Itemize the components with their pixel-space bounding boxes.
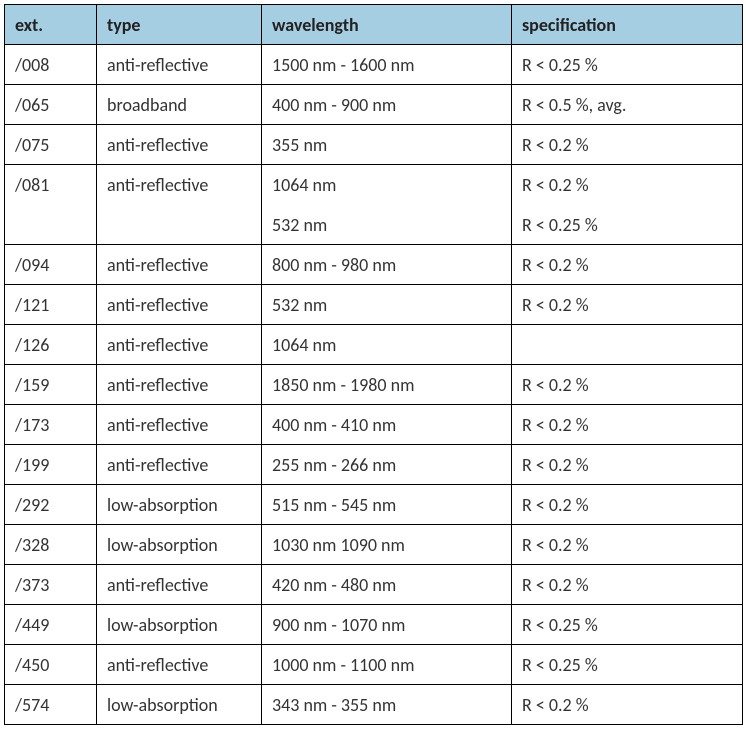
cell-wavelength: 355 nm xyxy=(262,125,512,165)
cell-type: anti-reflective xyxy=(97,325,262,365)
cell-wavelength: 800 nm - 980 nm xyxy=(262,245,512,285)
cell-ext: /121 xyxy=(5,285,97,325)
cell-wavelength: 400 nm - 410 nm xyxy=(262,405,512,445)
cell-wavelength: 1000 nm - 1100 nm xyxy=(262,645,512,685)
table-row: /008anti-reflective1500 nm - 1600 nmR < … xyxy=(5,45,743,85)
cell-ext: /373 xyxy=(5,565,97,605)
cell-spec xyxy=(512,325,743,365)
table-row: /094anti-reflective800 nm - 980 nmR < 0.… xyxy=(5,245,743,285)
col-header-spec: specification xyxy=(512,5,743,45)
table-row: /126anti-reflective1064 nm xyxy=(5,325,743,365)
cell-spec: R < 0.5 %, avg. xyxy=(512,85,743,125)
table-row: /292low-absorption515 nm - 545 nmR < 0.2… xyxy=(5,485,743,525)
table-row: /081anti-reflective1064 nmR < 0.2 % xyxy=(5,165,743,205)
cell-type: low-absorption xyxy=(97,525,262,565)
cell-spec: R < 0.2 % xyxy=(512,525,743,565)
cell-wavelength: 420 nm - 480 nm xyxy=(262,565,512,605)
table-row: /574low-absorption343 nm - 355 nmR < 0.2… xyxy=(5,685,743,725)
cell-wavelength: 1064 nm xyxy=(262,325,512,365)
cell-spec: R < 0.2 % xyxy=(512,565,743,605)
cell-ext: /574 xyxy=(5,685,97,725)
cell-wavelength: 1030 nm 1090 nm xyxy=(262,525,512,565)
cell-ext: /075 xyxy=(5,125,97,165)
cell-type: anti-reflective xyxy=(97,125,262,165)
cell-wavelength: 1500 nm - 1600 nm xyxy=(262,45,512,85)
col-header-wavelength: wavelength xyxy=(262,5,512,45)
cell-spec: R < 0.2 % xyxy=(512,165,743,205)
cell-type: anti-reflective xyxy=(97,365,262,405)
cell-wavelength: 343 nm - 355 nm xyxy=(262,685,512,725)
cell-ext: /126 xyxy=(5,325,97,365)
cell-wavelength: 532 nm xyxy=(262,285,512,325)
col-header-type: type xyxy=(97,5,262,45)
cell-type: low-absorption xyxy=(97,485,262,525)
cell-wavelength: 532 nm xyxy=(262,205,512,245)
cell-spec: R < 0.2 % xyxy=(512,365,743,405)
cell-type: low-absorption xyxy=(97,685,262,725)
cell-ext: /081 xyxy=(5,165,97,205)
cell-wavelength: 255 nm - 266 nm xyxy=(262,445,512,485)
cell-spec: R < 0.25 % xyxy=(512,645,743,685)
table-row: /450anti-reflective1000 nm - 1100 nmR < … xyxy=(5,645,743,685)
cell-type: low-absorption xyxy=(97,605,262,645)
cell-ext: /094 xyxy=(5,245,97,285)
cell-spec: R < 0.2 % xyxy=(512,445,743,485)
table-row: /328low-absorption1030 nm 1090 nmR < 0.2… xyxy=(5,525,743,565)
cell-ext: /008 xyxy=(5,45,97,85)
cell-type: anti-reflective xyxy=(97,285,262,325)
spec-table: ext. type wavelength specification /008a… xyxy=(4,4,743,725)
cell-type xyxy=(97,205,262,245)
table-row: /075anti-reflective355 nmR < 0.2 % xyxy=(5,125,743,165)
cell-type: anti-reflective xyxy=(97,445,262,485)
cell-ext: /065 xyxy=(5,85,97,125)
col-header-ext: ext. xyxy=(5,5,97,45)
cell-type: anti-reflective xyxy=(97,565,262,605)
cell-ext: /449 xyxy=(5,605,97,645)
cell-spec: R < 0.25 % xyxy=(512,605,743,645)
cell-spec: R < 0.2 % xyxy=(512,405,743,445)
cell-wavelength: 400 nm - 900 nm xyxy=(262,85,512,125)
cell-ext: /173 xyxy=(5,405,97,445)
table-row: /121anti-reflective532 nmR < 0.2 % xyxy=(5,285,743,325)
cell-ext: /450 xyxy=(5,645,97,685)
cell-spec: R < 0.25 % xyxy=(512,45,743,85)
table-body: /008anti-reflective1500 nm - 1600 nmR < … xyxy=(5,45,743,725)
cell-ext: /199 xyxy=(5,445,97,485)
cell-spec: R < 0.2 % xyxy=(512,245,743,285)
cell-ext xyxy=(5,205,97,245)
table-row: /373anti-reflective420 nm - 480 nmR < 0.… xyxy=(5,565,743,605)
cell-wavelength: 900 nm - 1070 nm xyxy=(262,605,512,645)
cell-spec: R < 0.2 % xyxy=(512,125,743,165)
cell-spec: R < 0.2 % xyxy=(512,285,743,325)
cell-type: anti-reflective xyxy=(97,165,262,205)
table-row: /065broadband400 nm - 900 nmR < 0.5 %, a… xyxy=(5,85,743,125)
table-header-row: ext. type wavelength specification xyxy=(5,5,743,45)
table-row: 532 nmR < 0.25 % xyxy=(5,205,743,245)
cell-type: anti-reflective xyxy=(97,245,262,285)
table-row: /199anti-reflective255 nm - 266 nmR < 0.… xyxy=(5,445,743,485)
cell-spec: R < 0.2 % xyxy=(512,485,743,525)
cell-type: broadband xyxy=(97,85,262,125)
cell-wavelength: 515 nm - 545 nm xyxy=(262,485,512,525)
cell-type: anti-reflective xyxy=(97,405,262,445)
cell-spec: R < 0.25 % xyxy=(512,205,743,245)
cell-ext: /159 xyxy=(5,365,97,405)
table-row: /449low-absorption900 nm - 1070 nmR < 0.… xyxy=(5,605,743,645)
cell-ext: /328 xyxy=(5,525,97,565)
table-row: /173anti-reflective400 nm - 410 nmR < 0.… xyxy=(5,405,743,445)
cell-ext: /292 xyxy=(5,485,97,525)
cell-type: anti-reflective xyxy=(97,45,262,85)
cell-spec: R < 0.2 % xyxy=(512,685,743,725)
cell-wavelength: 1064 nm xyxy=(262,165,512,205)
cell-type: anti-reflective xyxy=(97,645,262,685)
cell-wavelength: 1850 nm - 1980 nm xyxy=(262,365,512,405)
table-row: /159anti-reflective1850 nm - 1980 nmR < … xyxy=(5,365,743,405)
